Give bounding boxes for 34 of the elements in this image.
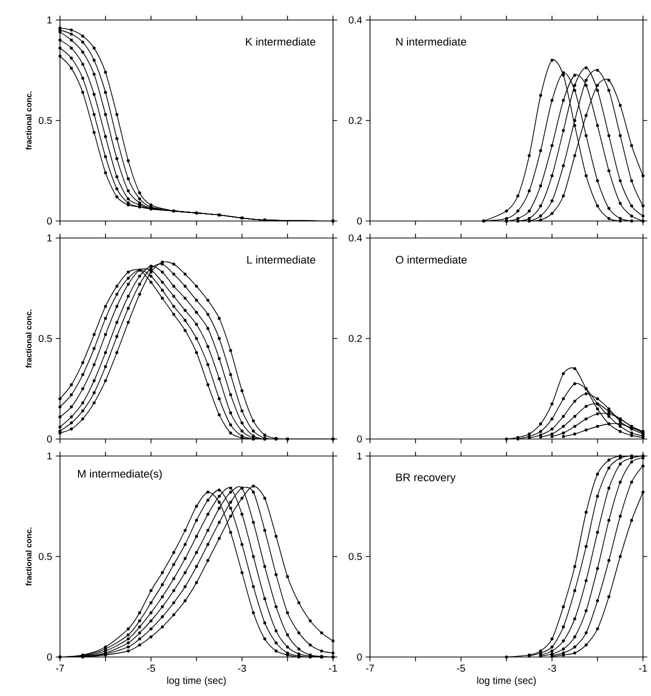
x-tick-label: -7 [56, 664, 64, 672]
x-tick-label: -7 [366, 664, 374, 672]
text: O intermediate [396, 256, 467, 264]
x-axis-title: log time (sec) [167, 676, 226, 686]
x-axis-title: log time (sec) [477, 676, 536, 686]
x-tick-label: -5 [147, 664, 156, 672]
x-tick-label: -1 [329, 664, 337, 672]
y-tick-label: 0.4 [348, 234, 362, 242]
text: L intermediate [247, 256, 316, 264]
y-tick-label: 0.4 [348, 16, 362, 24]
y-tick-label: 0 [357, 653, 362, 661]
text: M intermediate(s) [78, 470, 162, 480]
y-tick-label: 0.5 [348, 552, 362, 560]
y-tick-label: 0.2 [348, 334, 362, 342]
y-tick-label: 0 [47, 435, 52, 443]
x-tick-label: -5 [457, 664, 466, 672]
x-tick-label: -1 [639, 664, 647, 672]
y-tick-label: 0 [47, 217, 52, 225]
y-tick-label: 0.5 [38, 116, 52, 124]
y-tick-label: 1 [47, 234, 52, 242]
y-tick-label: 0 [47, 653, 52, 661]
y-tick-label: 0 [357, 217, 362, 225]
y-tick-label: 0.5 [38, 552, 52, 560]
text: BR recovery [396, 474, 456, 484]
y-tick-label: 1 [47, 16, 52, 24]
x-tick-label: -3 [238, 664, 246, 672]
y-tick-label: 1 [357, 452, 362, 460]
x-tick-label: -3 [548, 664, 556, 672]
y-tick-label: 0.5 [38, 334, 52, 342]
y-tick-label: 0.2 [348, 116, 362, 124]
text: N intermediate [396, 38, 466, 46]
y-tick-label: 0 [357, 435, 362, 443]
text: K intermediate [246, 38, 316, 46]
y-tick-label: 1 [47, 452, 52, 460]
